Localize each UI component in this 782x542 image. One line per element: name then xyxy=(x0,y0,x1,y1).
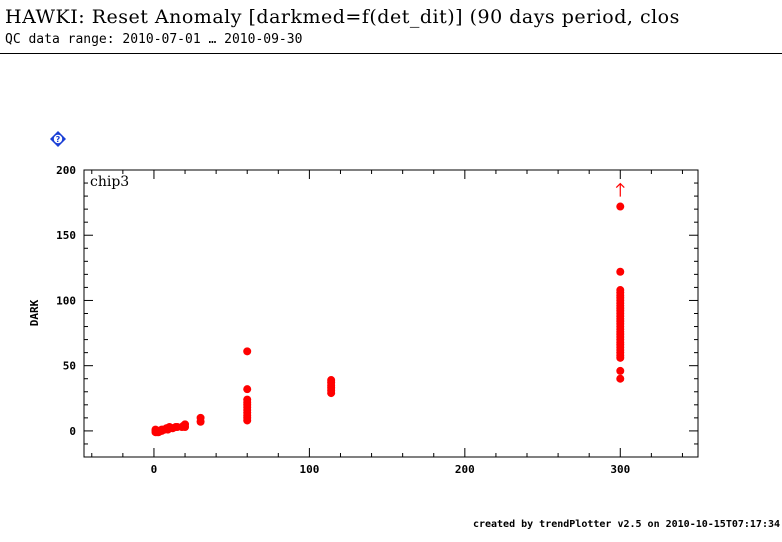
panel-label: chip3 xyxy=(90,174,129,190)
header-divider xyxy=(0,53,782,54)
data-point xyxy=(243,416,252,425)
qc-data-range: QC data range: 2010-07-01 … 2010-09-30 xyxy=(5,32,303,47)
data-point xyxy=(616,202,625,211)
y-tick-label: 50 xyxy=(63,360,76,373)
off-scale-arrow xyxy=(615,182,625,197)
data-points xyxy=(151,202,625,437)
y-tick-label: 100 xyxy=(56,294,76,307)
page-title: HAWKI: Reset Anomaly [darkmed=f(det_dit)… xyxy=(5,6,680,28)
axis-ticks xyxy=(84,169,698,457)
help-diamond-icon[interactable]: ? xyxy=(50,131,66,147)
data-point xyxy=(196,413,205,422)
x-tick-label: 0 xyxy=(151,463,158,476)
data-point xyxy=(616,374,625,383)
data-point xyxy=(243,347,252,356)
x-tick-label: 100 xyxy=(299,463,319,476)
y-axis-label: DARK xyxy=(28,299,41,326)
y-tick-label: 150 xyxy=(56,229,76,242)
plot-frame xyxy=(83,169,699,458)
help-glyph: ? xyxy=(56,135,61,144)
data-point xyxy=(181,422,190,431)
x-tick-label: 200 xyxy=(455,463,475,476)
data-point xyxy=(243,385,252,394)
y-tick-label: 0 xyxy=(69,425,76,438)
x-tick-label: 300 xyxy=(610,463,630,476)
data-point xyxy=(327,389,336,398)
off-scale-markers xyxy=(615,182,625,197)
data-point xyxy=(616,353,625,362)
data-point xyxy=(616,267,625,276)
y-tick-label: 200 xyxy=(56,164,76,177)
data-point xyxy=(616,366,625,375)
axis-tick-labels: 0 100 200 300 0 50 100 150 200 xyxy=(56,164,630,476)
footer-credit: created by trendPlotter v2.5 on 2010-10-… xyxy=(472,519,780,530)
